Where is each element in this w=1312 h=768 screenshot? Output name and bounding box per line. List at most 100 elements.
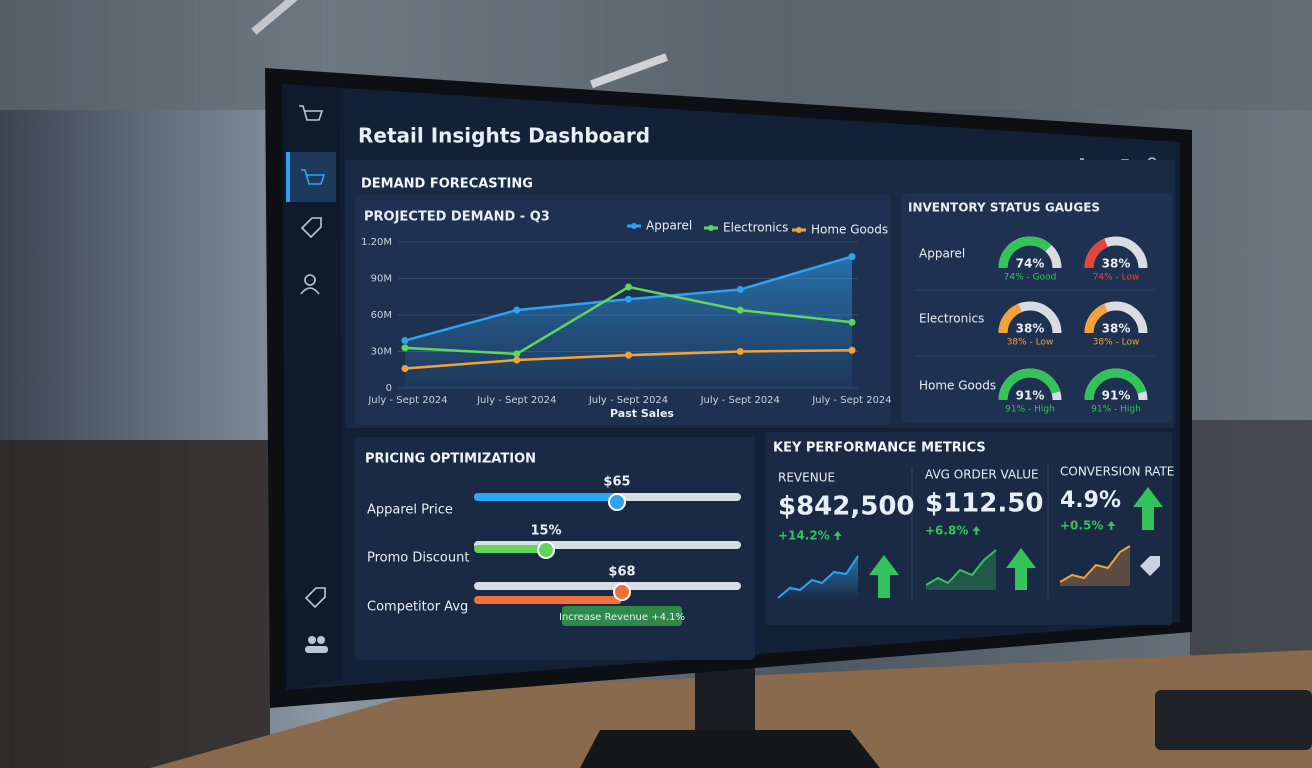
- legend-label: Electronics: [723, 221, 788, 235]
- point: [736, 285, 744, 293]
- team-icon: [317, 636, 325, 644]
- up-arrow: [1006, 548, 1036, 590]
- up-arrow: [1133, 487, 1163, 530]
- slider-value: $65: [603, 475, 630, 490]
- y-tick-label: 30M: [371, 347, 392, 358]
- slider-fill: [474, 545, 546, 553]
- legend-marker: [796, 227, 802, 233]
- gauge-value-label: 91%: [1102, 389, 1131, 403]
- team-icon[interactable]: [308, 636, 316, 644]
- point: [401, 344, 409, 352]
- gauge-status: 91% - High: [1005, 405, 1055, 415]
- x-tick-label: July - Sept 2024: [588, 395, 668, 406]
- point: [848, 318, 856, 326]
- gauge-row-label: Home Goods: [919, 379, 996, 393]
- y-tick-label: 0: [386, 383, 392, 394]
- point: [736, 348, 744, 355]
- sparkline: [926, 550, 996, 590]
- sparkline: [777, 555, 859, 599]
- kpi-decor: [777, 487, 1163, 600]
- point: [513, 306, 521, 314]
- gauge-value: [1084, 238, 1108, 269]
- gauge-value: [998, 368, 1061, 401]
- point: [513, 356, 521, 364]
- gauge-value: [998, 303, 1022, 334]
- gauge-status: 74% - Low: [1093, 273, 1140, 283]
- section-title: PRICING OPTIMIZATION: [365, 452, 536, 467]
- gauge-status: 38% - Low: [1007, 338, 1054, 348]
- gauge-value-label: 74%: [1016, 257, 1045, 271]
- tag-icon[interactable]: [300, 217, 322, 239]
- y-tick-label: 90M: [371, 274, 392, 285]
- cart-icon[interactable]: [301, 169, 326, 185]
- ceiling: [0, 0, 1312, 110]
- slider-label: Competitor Avg: [367, 600, 468, 615]
- gauge-status: 38% - Low: [1093, 338, 1140, 348]
- kpi-change: +14.2%: [778, 529, 830, 543]
- gauge-status: 91% - High: [1091, 405, 1141, 415]
- dashboard-title: Retail Insights Dashboard: [358, 124, 650, 148]
- kpi-label: AVG ORDER VALUE: [925, 468, 1039, 482]
- gauge-value-label: 38%: [1102, 257, 1131, 271]
- floor-left: [0, 440, 270, 768]
- x-tick-label: July - Sept 2024: [476, 395, 556, 406]
- y-tick-label: 1.20M: [361, 237, 392, 248]
- slider-knob[interactable]: [537, 541, 555, 559]
- slider-knob[interactable]: [608, 493, 626, 511]
- change-arrow-stem: [975, 531, 978, 535]
- x-tick-label: July - Sept 2024: [700, 395, 780, 406]
- up-arrow: [869, 555, 899, 598]
- point: [848, 346, 856, 354]
- change-arrow: [833, 531, 842, 536]
- users-icon[interactable]: [304, 274, 316, 286]
- slider-tracks: [474, 493, 741, 604]
- legend-marker: [631, 223, 637, 229]
- tag-icon[interactable]: [304, 587, 326, 609]
- point: [401, 337, 409, 345]
- section-title: INVENTORY STATUS GAUGES: [908, 201, 1100, 215]
- slider-knob[interactable]: [613, 583, 631, 601]
- notebook: [1155, 690, 1312, 750]
- ceiling-light: [590, 53, 669, 89]
- change-arrow: [972, 526, 981, 531]
- ceiling-light: [251, 0, 326, 35]
- kpi-change: +6.8%: [925, 524, 968, 538]
- chart-title: PROJECTED DEMAND - Q3: [364, 210, 550, 225]
- gauge-status: 74% - Good: [1004, 273, 1057, 283]
- kpi-label: CONVERSION RATE: [1060, 465, 1174, 479]
- gauge-value: [1084, 368, 1147, 401]
- kpi-change: +0.5%: [1060, 519, 1103, 533]
- point: [736, 306, 744, 314]
- sparkline: [1060, 546, 1130, 586]
- slider-value: $68: [608, 565, 635, 580]
- tag-icon: [1140, 556, 1160, 576]
- stand-base: [580, 730, 880, 768]
- section-title: DEMAND FORECASTING: [361, 177, 533, 192]
- gauge-value-label: 91%: [1016, 389, 1045, 403]
- point: [625, 351, 632, 359]
- gauge-value: [998, 236, 1052, 269]
- slider-fill: [474, 596, 622, 604]
- point: [513, 350, 521, 358]
- x-tick-label: July - Sept 2024: [367, 395, 447, 406]
- sparkline: [778, 556, 858, 600]
- change-arrow-stem: [836, 536, 839, 540]
- gauge-value: [1084, 303, 1108, 334]
- point: [848, 253, 856, 261]
- point: [625, 283, 632, 291]
- legend-label: Apparel: [646, 219, 692, 233]
- gauge-row-label: Electronics: [919, 312, 984, 326]
- sparkline: [1059, 545, 1131, 583]
- sparkline: [925, 549, 997, 586]
- cart-icon[interactable]: [299, 105, 324, 121]
- sidebar-active[interactable]: [286, 152, 336, 202]
- users-icon-body: [300, 287, 320, 295]
- slider-label: Promo Discount: [367, 551, 469, 566]
- badge-text: Increase Revenue +4.1%: [559, 612, 685, 623]
- legend-marker: [708, 225, 714, 231]
- legend-label: Home Goods: [811, 223, 888, 237]
- slider-label: Apparel Price: [367, 503, 453, 518]
- sidebar: [282, 84, 342, 690]
